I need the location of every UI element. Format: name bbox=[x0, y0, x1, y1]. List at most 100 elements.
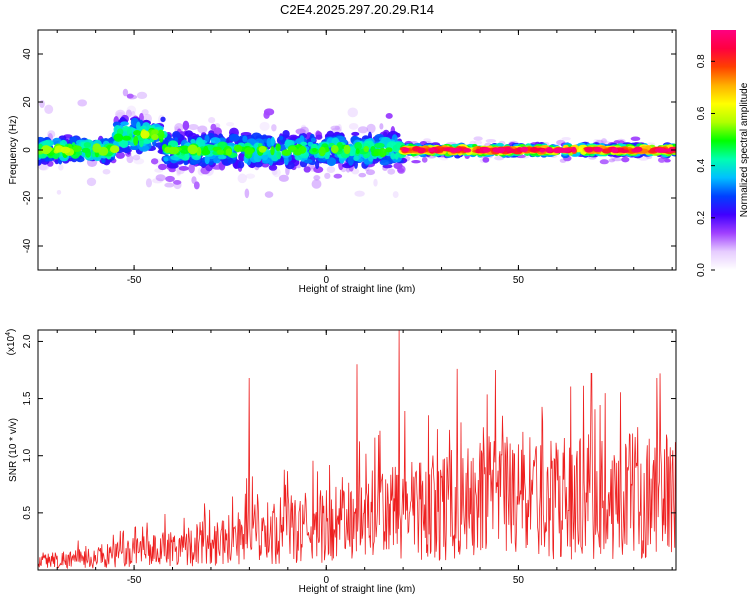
spectral-blob bbox=[168, 167, 176, 173]
spectrogram-y-axis-label: Frequency (Hz) bbox=[8, 116, 19, 185]
spectrogram-plot-area bbox=[38, 88, 676, 199]
spectral-blob bbox=[233, 144, 243, 152]
colorbar-tick-label: 0.2 bbox=[696, 210, 707, 224]
spectral-blob bbox=[244, 147, 255, 155]
spectral-blob bbox=[354, 141, 362, 150]
spectral-blob bbox=[539, 148, 546, 153]
spectral-blob bbox=[81, 147, 91, 154]
spectral-blob bbox=[392, 145, 398, 151]
spectral-blob bbox=[226, 121, 235, 127]
snr-frame bbox=[37, 329, 677, 571]
spectral-blob bbox=[244, 188, 250, 199]
spectrogram-x-tick-label: -50 bbox=[127, 275, 142, 286]
spectral-blob bbox=[520, 146, 529, 153]
spectral-blob bbox=[498, 147, 506, 152]
spectral-blob bbox=[238, 152, 246, 162]
spectral-blob bbox=[237, 173, 247, 184]
spectral-blob bbox=[70, 136, 78, 146]
spectral-blob bbox=[126, 93, 134, 99]
spectral-blob bbox=[242, 135, 248, 143]
spectral-blob bbox=[163, 157, 169, 162]
spectral-blob bbox=[427, 147, 435, 153]
spectral-blob bbox=[164, 146, 171, 154]
spectral-blob bbox=[266, 137, 272, 148]
snr-y-tick-label: 1.5 bbox=[22, 391, 33, 405]
spectral-blob bbox=[204, 134, 210, 143]
spectral-blob bbox=[271, 124, 277, 132]
spectral-blob bbox=[666, 148, 672, 152]
spectral-blob bbox=[603, 148, 611, 154]
spectral-blob bbox=[145, 178, 153, 188]
spectral-blob bbox=[358, 172, 367, 178]
spectral-blob bbox=[385, 147, 393, 153]
spectral-blob bbox=[122, 135, 131, 141]
spectral-blob bbox=[282, 129, 290, 139]
spectral-blob bbox=[326, 157, 337, 167]
spectral-blob bbox=[300, 141, 308, 147]
spectral-blob bbox=[254, 161, 263, 168]
spectral-blob bbox=[179, 145, 190, 150]
spectral-blob bbox=[485, 138, 497, 143]
spectral-blob bbox=[463, 148, 472, 153]
spectral-blob bbox=[208, 117, 216, 124]
snr-x-axis-label: Height of straight line (km) bbox=[299, 584, 416, 595]
spectral-blob bbox=[193, 181, 200, 190]
spectral-blob bbox=[182, 120, 190, 131]
spectral-blob bbox=[619, 149, 630, 154]
spectral-blob bbox=[38, 143, 43, 149]
spectral-blob bbox=[330, 145, 339, 154]
spectral-blob bbox=[312, 147, 317, 153]
snr-series-line bbox=[38, 330, 676, 570]
spectral-blob bbox=[178, 166, 190, 171]
spectral-blob bbox=[268, 164, 278, 171]
snr-x-tick-label: 50 bbox=[513, 575, 525, 586]
spectral-blob bbox=[92, 143, 102, 153]
spectral-blob bbox=[44, 104, 54, 114]
spectral-blob bbox=[102, 169, 111, 175]
spectral-blob bbox=[204, 154, 210, 165]
spectral-blob bbox=[264, 191, 274, 198]
spectral-blob bbox=[141, 109, 149, 116]
spectral-blob bbox=[411, 159, 421, 164]
spectral-blob bbox=[621, 156, 630, 163]
spectral-blob bbox=[645, 145, 652, 150]
snr-y-tick-label: 2.0 bbox=[22, 334, 33, 348]
snr-multiplier-label: (x104) bbox=[5, 329, 17, 356]
spectrogram-x-tick-label: 0 bbox=[323, 275, 329, 286]
spectral-blob bbox=[187, 144, 198, 155]
spectral-blob bbox=[401, 147, 410, 152]
spectral-blob bbox=[349, 150, 354, 156]
spectral-blob bbox=[397, 168, 405, 173]
spectral-blob bbox=[664, 158, 671, 163]
spectral-blob bbox=[245, 173, 256, 179]
spectral-blob bbox=[169, 146, 174, 154]
spectral-blob bbox=[165, 175, 175, 183]
spectral-blob bbox=[38, 163, 48, 171]
spectral-blob bbox=[77, 99, 88, 107]
spectral-blob bbox=[584, 147, 594, 153]
spectral-blob bbox=[355, 148, 360, 155]
spectral-blob bbox=[561, 136, 571, 141]
spectral-blob bbox=[157, 129, 165, 140]
spectral-blob bbox=[594, 147, 604, 152]
spectral-blob bbox=[563, 147, 572, 152]
spectral-blob bbox=[423, 138, 431, 142]
spectrogram-y-tick-label: -40 bbox=[22, 238, 33, 253]
spectral-blob bbox=[416, 147, 426, 153]
spectral-blob bbox=[115, 151, 125, 159]
spectral-blob bbox=[150, 158, 159, 165]
spectrogram-x-axis-label: Height of straight line (km) bbox=[299, 284, 416, 295]
spectral-blob bbox=[504, 146, 512, 152]
colorbar-tick-label: 0.4 bbox=[696, 158, 707, 172]
spectral-blob bbox=[390, 152, 396, 160]
spectral-blob bbox=[275, 143, 281, 152]
spectral-blob bbox=[86, 177, 97, 187]
spectral-blob bbox=[608, 158, 616, 163]
spectral-blob bbox=[122, 88, 129, 97]
spectral-blob bbox=[155, 174, 166, 182]
spectral-blob bbox=[129, 145, 140, 150]
spectral-blob bbox=[259, 121, 270, 131]
spectral-blob bbox=[330, 125, 341, 131]
spectral-blob bbox=[348, 123, 359, 130]
